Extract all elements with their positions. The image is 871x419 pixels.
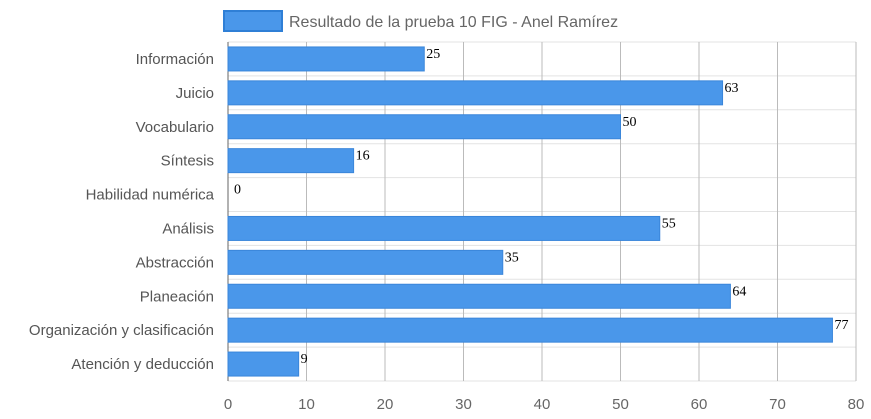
x-tick-label: 20 bbox=[377, 396, 394, 413]
data-labels: 25 63 50 16 0 55 35 64 77 9 bbox=[234, 47, 848, 367]
bar[interactable] bbox=[227, 80, 724, 106]
bar[interactable] bbox=[227, 283, 731, 309]
data-label: 63 bbox=[725, 81, 739, 96]
x-tick-label: 40 bbox=[534, 396, 551, 413]
x-tick-label: 0 bbox=[224, 396, 232, 413]
category-label: Atención y deducción bbox=[71, 356, 214, 373]
legend[interactable]: Resultado de la prueba 10 FIG - Anel Ram… bbox=[223, 10, 618, 32]
bar[interactable] bbox=[227, 317, 833, 343]
bar[interactable] bbox=[227, 114, 621, 140]
x-tick-label: 80 bbox=[848, 396, 865, 413]
category-label: Habilidad numérica bbox=[86, 187, 215, 204]
category-label: Planeación bbox=[140, 288, 214, 305]
bar[interactable] bbox=[227, 249, 504, 275]
legend-label: Resultado de la prueba 10 FIG - Anel Ram… bbox=[289, 14, 618, 31]
x-tick-label: 60 bbox=[691, 396, 708, 413]
category-labels: Información Juicio Vocabulario Síntesis Habi… bbox=[29, 51, 215, 373]
x-axis-ticks: 0 10 20 30 40 50 60 70 80 bbox=[224, 396, 865, 413]
bar[interactable] bbox=[227, 351, 300, 377]
category-label: Juicio bbox=[176, 85, 214, 102]
x-tick-label: 50 bbox=[612, 396, 629, 413]
data-label: 0 bbox=[234, 183, 241, 198]
data-label: 16 bbox=[356, 149, 370, 164]
data-label: 77 bbox=[834, 318, 848, 333]
data-label: 35 bbox=[505, 250, 519, 265]
data-label: 50 bbox=[623, 115, 637, 130]
bars bbox=[227, 46, 833, 377]
legend-swatch bbox=[223, 10, 283, 32]
bar[interactable] bbox=[227, 215, 661, 241]
data-label: 9 bbox=[301, 352, 308, 367]
category-label: Vocabulario bbox=[136, 119, 214, 136]
category-label: Organización y clasificación bbox=[29, 322, 214, 339]
x-tick-label: 10 bbox=[298, 396, 315, 413]
bar[interactable] bbox=[227, 46, 425, 72]
category-label: Información bbox=[136, 51, 214, 68]
x-tick-label: 70 bbox=[769, 396, 786, 413]
data-label: 55 bbox=[662, 216, 676, 231]
category-label: Síntesis bbox=[161, 153, 214, 170]
x-tick-label: 30 bbox=[455, 396, 472, 413]
bar[interactable] bbox=[227, 148, 355, 174]
data-label: 64 bbox=[732, 284, 746, 299]
data-label: 25 bbox=[426, 47, 440, 62]
category-label: Análisis bbox=[162, 220, 214, 237]
category-label: Abstracción bbox=[136, 254, 214, 271]
